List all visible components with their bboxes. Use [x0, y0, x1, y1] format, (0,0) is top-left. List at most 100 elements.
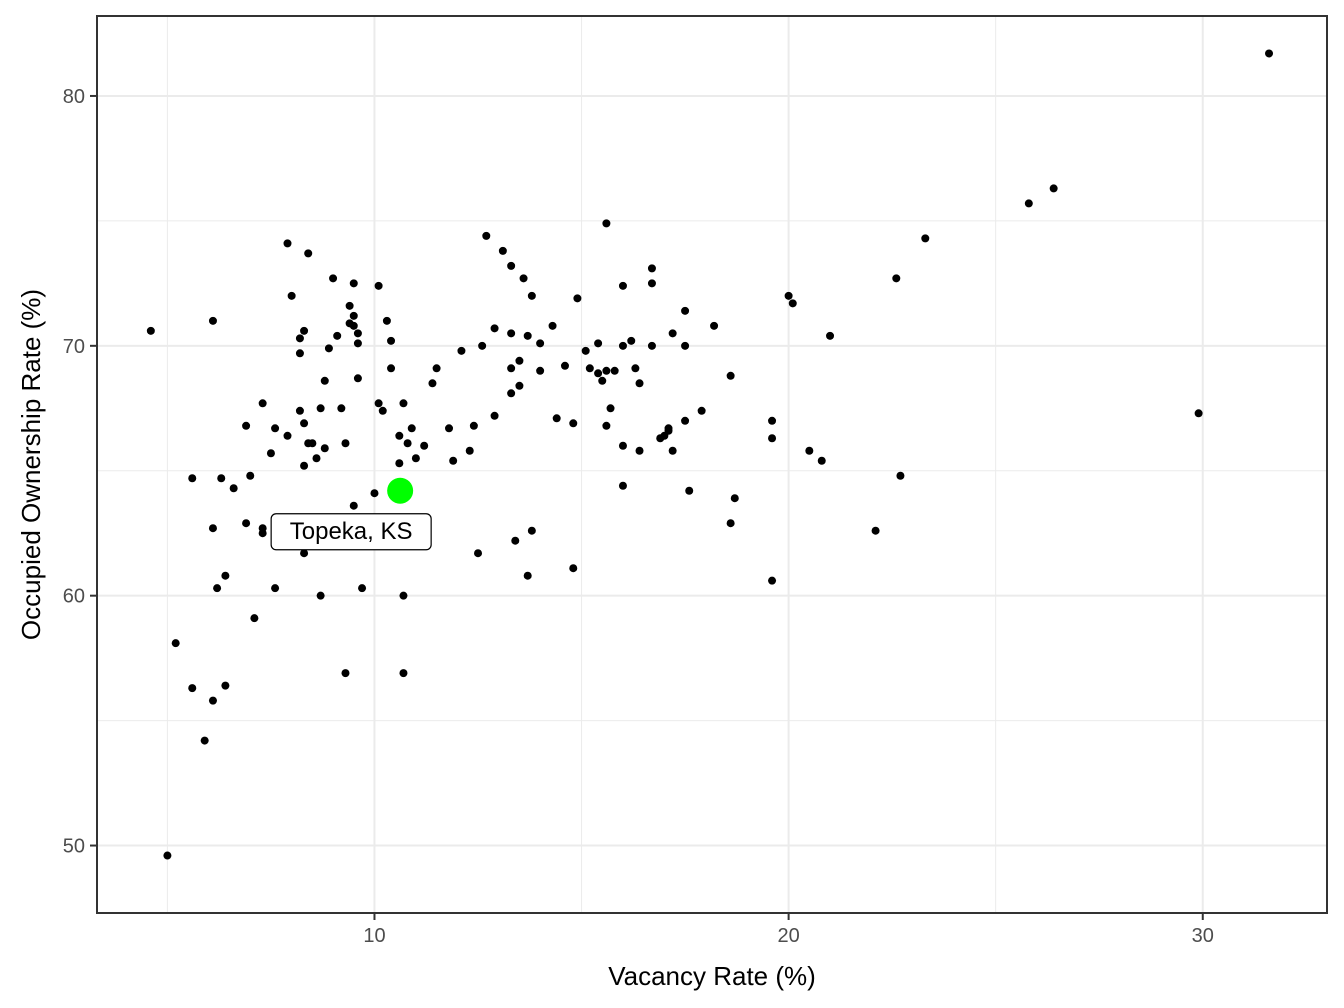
- data-point: [647, 279, 656, 288]
- data-point: [602, 421, 611, 430]
- data-point: [221, 571, 230, 580]
- data-point: [784, 291, 793, 300]
- data-point: [428, 379, 437, 388]
- data-point: [871, 526, 880, 535]
- x-tick-label: 20: [777, 925, 799, 947]
- data-point: [602, 219, 611, 228]
- grid-lines: [97, 16, 1327, 913]
- data-point: [507, 261, 516, 270]
- data-point: [337, 404, 346, 413]
- data-point: [258, 399, 267, 408]
- data-point: [1024, 199, 1033, 208]
- data-point: [345, 301, 354, 310]
- data-point: [664, 424, 673, 433]
- data-point: [266, 449, 275, 458]
- data-point: [320, 444, 329, 453]
- data-point: [498, 246, 507, 255]
- data-point: [358, 584, 367, 593]
- data-point: [594, 339, 603, 348]
- data-point: [378, 406, 387, 415]
- data-point: [382, 316, 391, 325]
- x-tick-label: 30: [1192, 925, 1214, 947]
- data-point: [324, 344, 333, 353]
- data-point: [768, 434, 777, 443]
- data-point: [329, 274, 338, 283]
- data-point: [407, 424, 416, 433]
- data-point: [631, 364, 640, 373]
- data-point: [515, 356, 524, 365]
- data-point: [560, 361, 569, 370]
- data-point: [817, 456, 826, 465]
- highlight-point: [387, 477, 414, 504]
- data-point: [826, 331, 835, 340]
- data-point: [635, 379, 644, 388]
- data-point: [353, 339, 362, 348]
- annotation-label: Topeka, KS: [290, 518, 413, 545]
- y-tick-label: 70: [63, 336, 85, 358]
- data-point: [647, 264, 656, 273]
- data-point: [229, 484, 238, 493]
- data-point: [258, 529, 267, 538]
- data-point: [726, 371, 735, 380]
- x-axis-ticks: 10 20 30: [363, 913, 1214, 947]
- data-point: [457, 346, 466, 355]
- data-point: [387, 336, 396, 345]
- data-point: [768, 576, 777, 585]
- data-point: [370, 489, 379, 498]
- data-point: [610, 366, 619, 375]
- x-tick-label: 10: [363, 925, 385, 947]
- data-point: [283, 239, 292, 248]
- data-point: [511, 536, 520, 545]
- data-point: [548, 321, 557, 330]
- data-point: [681, 306, 690, 315]
- data-point: [403, 439, 412, 448]
- data-point: [283, 431, 292, 440]
- data-point: [1049, 184, 1058, 193]
- data-point: [374, 399, 383, 408]
- data-point: [300, 326, 309, 335]
- data-point: [445, 424, 454, 433]
- data-point: [606, 404, 615, 413]
- data-point: [399, 669, 408, 678]
- data-point: [163, 851, 172, 860]
- data-point: [246, 471, 255, 480]
- data-point: [627, 336, 636, 345]
- y-axis-ticks: 50 60 70 80: [63, 86, 97, 858]
- data-point: [585, 364, 594, 373]
- data-point: [271, 584, 280, 593]
- data-point: [295, 349, 304, 358]
- data-point: [146, 326, 155, 335]
- data-point: [221, 681, 230, 690]
- data-point: [217, 474, 226, 483]
- data-point: [726, 519, 735, 528]
- data-point: [536, 339, 545, 348]
- data-point: [681, 341, 690, 350]
- data-point: [349, 279, 358, 288]
- data-point: [374, 281, 383, 290]
- x-axis-title: Vacancy Rate (%): [608, 961, 816, 991]
- data-point: [399, 591, 408, 600]
- data-point: [171, 639, 180, 648]
- data-point: [316, 591, 325, 600]
- data-point: [242, 519, 251, 528]
- data-point: [1265, 49, 1274, 58]
- data-point: [312, 454, 321, 463]
- data-point: [896, 471, 905, 480]
- data-point: [287, 291, 296, 300]
- data-point: [411, 454, 420, 463]
- data-point: [333, 331, 342, 340]
- highlight-layer: Topeka, KS: [270, 477, 432, 551]
- y-axis-title: Occupied Ownership Rate (%): [16, 289, 46, 640]
- data-point: [399, 399, 408, 408]
- data-point: [523, 571, 532, 580]
- data-point: [788, 299, 797, 308]
- data-point: [515, 381, 524, 390]
- data-point: [647, 341, 656, 350]
- data-point: [316, 404, 325, 413]
- data-point: [635, 446, 644, 455]
- y-tick-label: 80: [63, 86, 85, 108]
- data-point: [250, 614, 259, 623]
- data-point: [552, 414, 561, 423]
- data-point: [618, 441, 627, 450]
